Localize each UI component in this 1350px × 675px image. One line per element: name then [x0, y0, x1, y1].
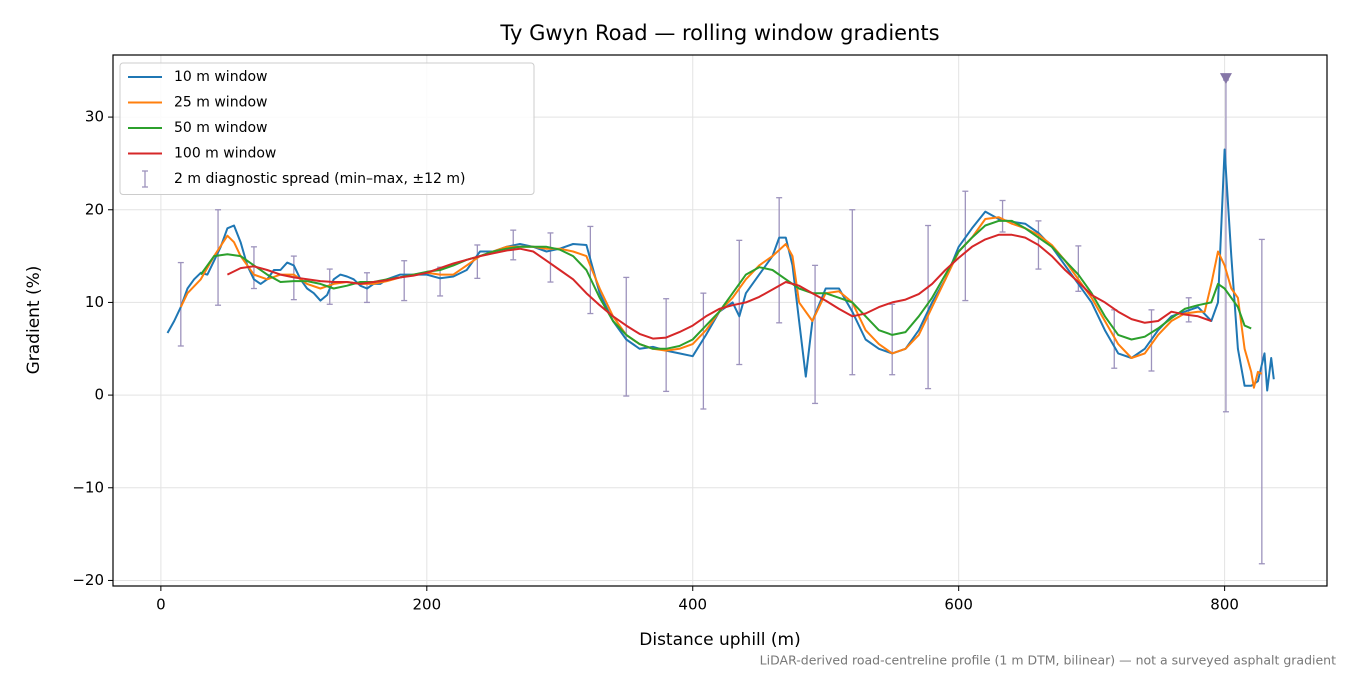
x-tick-label: 0 — [156, 596, 166, 614]
error-bar — [474, 244, 481, 279]
x-axis-label: Distance uphill (m) — [639, 630, 800, 650]
error-bar — [623, 276, 630, 397]
error-bar — [812, 264, 819, 405]
error-bar — [587, 225, 594, 315]
error-bar — [401, 260, 408, 302]
y-tick-label: −20 — [72, 571, 104, 589]
error-bar — [736, 239, 743, 366]
error-bar — [999, 199, 1006, 233]
error-bar — [250, 246, 257, 290]
footnote: LiDAR-derived road-centreline profile (1… — [760, 653, 1336, 668]
series-line — [166, 148, 1275, 392]
error-bar — [663, 298, 670, 393]
error-bar — [437, 266, 444, 297]
y-tick-label: −10 — [72, 478, 104, 496]
chart-title: Ty Gwyn Road — rolling window gradients — [499, 21, 939, 45]
clip-marker — [1219, 73, 1232, 85]
legend-label: 50 m window — [174, 120, 267, 136]
series-line — [226, 233, 1212, 340]
error-bar — [700, 292, 707, 410]
y-tick-label: 10 — [85, 293, 104, 311]
error-bar — [925, 224, 932, 390]
y-axis-label: Gradient (%) — [24, 266, 44, 375]
x-tick-label: 200 — [412, 596, 441, 614]
legend-label: 2 m diagnostic spread (min–max, ±12 m) — [174, 171, 465, 187]
error-bar — [215, 209, 222, 306]
y-tick-label: 20 — [85, 200, 104, 218]
plot-frame — [112, 54, 1328, 587]
x-tick-label: 400 — [678, 596, 707, 614]
error-bar — [776, 197, 783, 324]
legend-box — [119, 62, 535, 195]
legend-label: 100 m window — [174, 146, 276, 162]
legend-label: 25 m window — [174, 95, 267, 111]
y-tick-label: 30 — [85, 108, 104, 126]
y-tick-label: 0 — [94, 386, 104, 404]
legend: 10 m window 25 m window 50 m window 100 m w… — [119, 62, 535, 195]
error-bar — [889, 303, 896, 376]
plot-area — [166, 79, 1275, 565]
error-bar — [1222, 79, 1229, 413]
error-bar — [1258, 238, 1265, 565]
x-tick-label: 600 — [944, 596, 973, 614]
legend-label: 10 m window — [174, 69, 267, 85]
error-bar — [547, 232, 554, 283]
x-tick-label: 800 — [1210, 596, 1239, 614]
error-bar — [849, 209, 856, 376]
